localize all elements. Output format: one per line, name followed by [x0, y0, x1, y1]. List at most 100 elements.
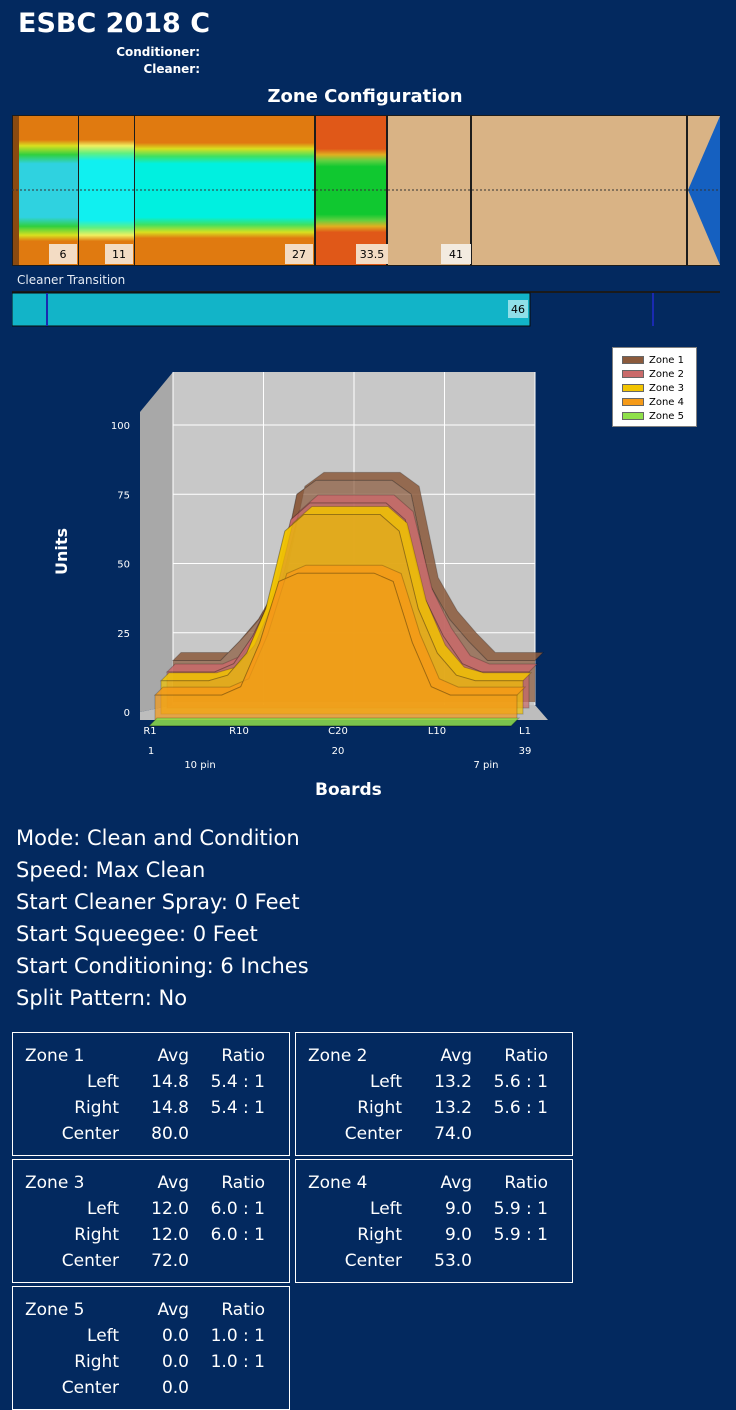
zone-marker-33-5: 33.5 — [356, 244, 388, 264]
svg-text:33.5: 33.5 — [360, 248, 385, 261]
right-label: Right — [357, 1225, 402, 1245]
zone-box-4: Zone 4 Avg Ratio Left 9.0 5.9 : 1 Right 9.0 5.9 … — [295, 1159, 573, 1283]
left-avg: 12.0 — [151, 1199, 189, 1219]
split-pattern-setting: Split Pattern: No — [16, 986, 188, 1010]
zone-name: Zone 5 — [25, 1300, 85, 1320]
zone-name: Zone 4 — [308, 1173, 368, 1193]
series-zone-4 — [153, 564, 527, 721]
right-avg: 13.2 — [434, 1098, 472, 1118]
left-label: Left — [370, 1199, 402, 1219]
zone-configuration-title: Zone Configuration — [267, 86, 463, 107]
center-avg: 74.0 — [434, 1124, 472, 1144]
legend-item-zone-3: Zone 3 — [613, 381, 696, 395]
left-ratio: 5.9 : 1 — [493, 1199, 548, 1219]
left-ratio: 6.0 : 1 — [210, 1199, 265, 1219]
conditioner-label: Conditioner: — [116, 45, 200, 59]
zone-name: Zone 3 — [25, 1173, 85, 1193]
avg-header: Avg — [440, 1173, 473, 1193]
zone-box-2: Zone 2 Avg Ratio Left 13.2 5.6 : 1 Right 13.2 5.… — [295, 1032, 573, 1156]
left-avg: 14.8 — [151, 1072, 189, 1092]
cleaner-transition-marker: 46 — [508, 300, 528, 318]
left-ratio: 5.6 : 1 — [493, 1072, 548, 1092]
zone-name: Zone 1 — [25, 1046, 85, 1066]
x-tick-number: 1 — [148, 746, 154, 757]
chart-legend: Zone 1 Zone 2 Zone 3 Zone 4 Zone 5 — [612, 347, 697, 427]
legend-swatch — [622, 356, 644, 364]
center-avg: 80.0 — [151, 1124, 189, 1144]
ratio-header: Ratio — [221, 1300, 265, 1320]
left-label: Left — [87, 1199, 119, 1219]
start-conditioning-setting: Start Conditioning: 6 Inches — [16, 954, 309, 978]
zone-box-5: Zone 5 Avg Ratio Left 0.0 1.0 : 1 Right 0.0 1.0 … — [12, 1286, 290, 1410]
right-ratio: 5.6 : 1 — [493, 1098, 548, 1118]
legend-label: Zone 5 — [649, 410, 684, 422]
zone-marker-6: 6 — [49, 244, 77, 264]
right-ratio: 5.9 : 1 — [493, 1225, 548, 1245]
right-avg: 12.0 — [151, 1225, 189, 1245]
legend-item-zone-1: Zone 1 — [613, 353, 696, 367]
center-avg: 53.0 — [434, 1251, 472, 1271]
zone-marker-11: 11 — [105, 244, 133, 264]
ratio-header: Ratio — [221, 1173, 265, 1193]
mode-setting: Mode: Clean and Condition — [16, 826, 300, 850]
legend-label: Zone 2 — [649, 368, 684, 380]
right-ratio: 1.0 : 1 — [210, 1352, 265, 1372]
x-tick-number: 20 — [332, 746, 345, 757]
y-tick-label: 100 — [111, 421, 130, 432]
x-axis-label: Boards — [315, 780, 382, 800]
svg-text:41: 41 — [449, 248, 463, 261]
center-label: Center — [344, 1124, 402, 1144]
ratio-header: Ratio — [504, 1173, 548, 1193]
left-ratio: 5.4 : 1 — [210, 1072, 265, 1092]
ratio-header: Ratio — [504, 1046, 548, 1066]
right-ratio: 6.0 : 1 — [210, 1225, 265, 1245]
legend-swatch — [622, 370, 644, 378]
legend-swatch — [622, 398, 644, 406]
zone-map: 6 11 27 33.5 41 — [12, 115, 720, 266]
left-avg: 13.2 — [434, 1072, 472, 1092]
avg-header: Avg — [157, 1300, 190, 1320]
right-avg: 9.0 — [444, 1225, 472, 1245]
center-label: Center — [61, 1124, 119, 1144]
left-ratio: 1.0 : 1 — [210, 1326, 265, 1346]
pattern-title: ESBC 2018 C — [18, 8, 211, 39]
legend-label: Zone 1 — [649, 354, 684, 366]
avg-header: Avg — [157, 1173, 190, 1193]
cleaner-transition-label: Cleaner Transition — [17, 273, 126, 287]
x-tick-label: R10 — [229, 726, 249, 737]
y-axis-label: Units — [52, 527, 71, 575]
center-label: Center — [344, 1251, 402, 1271]
center-avg: 0.0 — [161, 1378, 189, 1398]
left-avg: 9.0 — [444, 1199, 472, 1219]
x-tick-label: L10 — [428, 726, 446, 737]
zone-box-1: Zone 1 Avg Ratio Left 14.8 5.4 : 1 Right 14.8 5.… — [12, 1032, 290, 1156]
y-tick-label: 25 — [117, 629, 130, 640]
right-avg: 0.0 — [161, 1352, 189, 1372]
zone-marker-41: 41 — [441, 244, 471, 264]
legend-swatch — [622, 384, 644, 392]
y-tick-label: 75 — [117, 490, 130, 501]
svg-text:6: 6 — [60, 248, 67, 261]
right-label: Right — [74, 1352, 119, 1372]
avg-header: Avg — [157, 1046, 190, 1066]
right-label: Right — [357, 1098, 402, 1118]
start-squeegee-setting: Start Squeegee: 0 Feet — [16, 922, 258, 946]
svg-text:11: 11 — [112, 248, 126, 261]
right-ratio: 5.4 : 1 — [210, 1098, 265, 1118]
zone-marker-27: 27 — [285, 244, 313, 264]
legend-label: Zone 4 — [649, 396, 684, 408]
x-tick-label: C20 — [328, 726, 348, 737]
zone-name: Zone 2 — [308, 1046, 368, 1066]
avg-header: Avg — [440, 1046, 473, 1066]
x-tick-number: 39 — [519, 746, 532, 757]
center-avg: 72.0 — [151, 1251, 189, 1271]
right-label: Right — [74, 1225, 119, 1245]
oil-chart: 0 25 50 75 100 R1 R10 C20 L10 L1 1 20 39 10 pin 7 pin — [111, 372, 548, 771]
arrow-label: 10 pin — [184, 760, 215, 771]
series-zone-5 — [147, 717, 521, 727]
y-tick-label: 0 — [124, 708, 130, 719]
right-label: Right — [74, 1098, 119, 1118]
left-avg: 0.0 — [161, 1326, 189, 1346]
left-label: Left — [87, 1072, 119, 1092]
svg-text:46: 46 — [511, 303, 525, 316]
